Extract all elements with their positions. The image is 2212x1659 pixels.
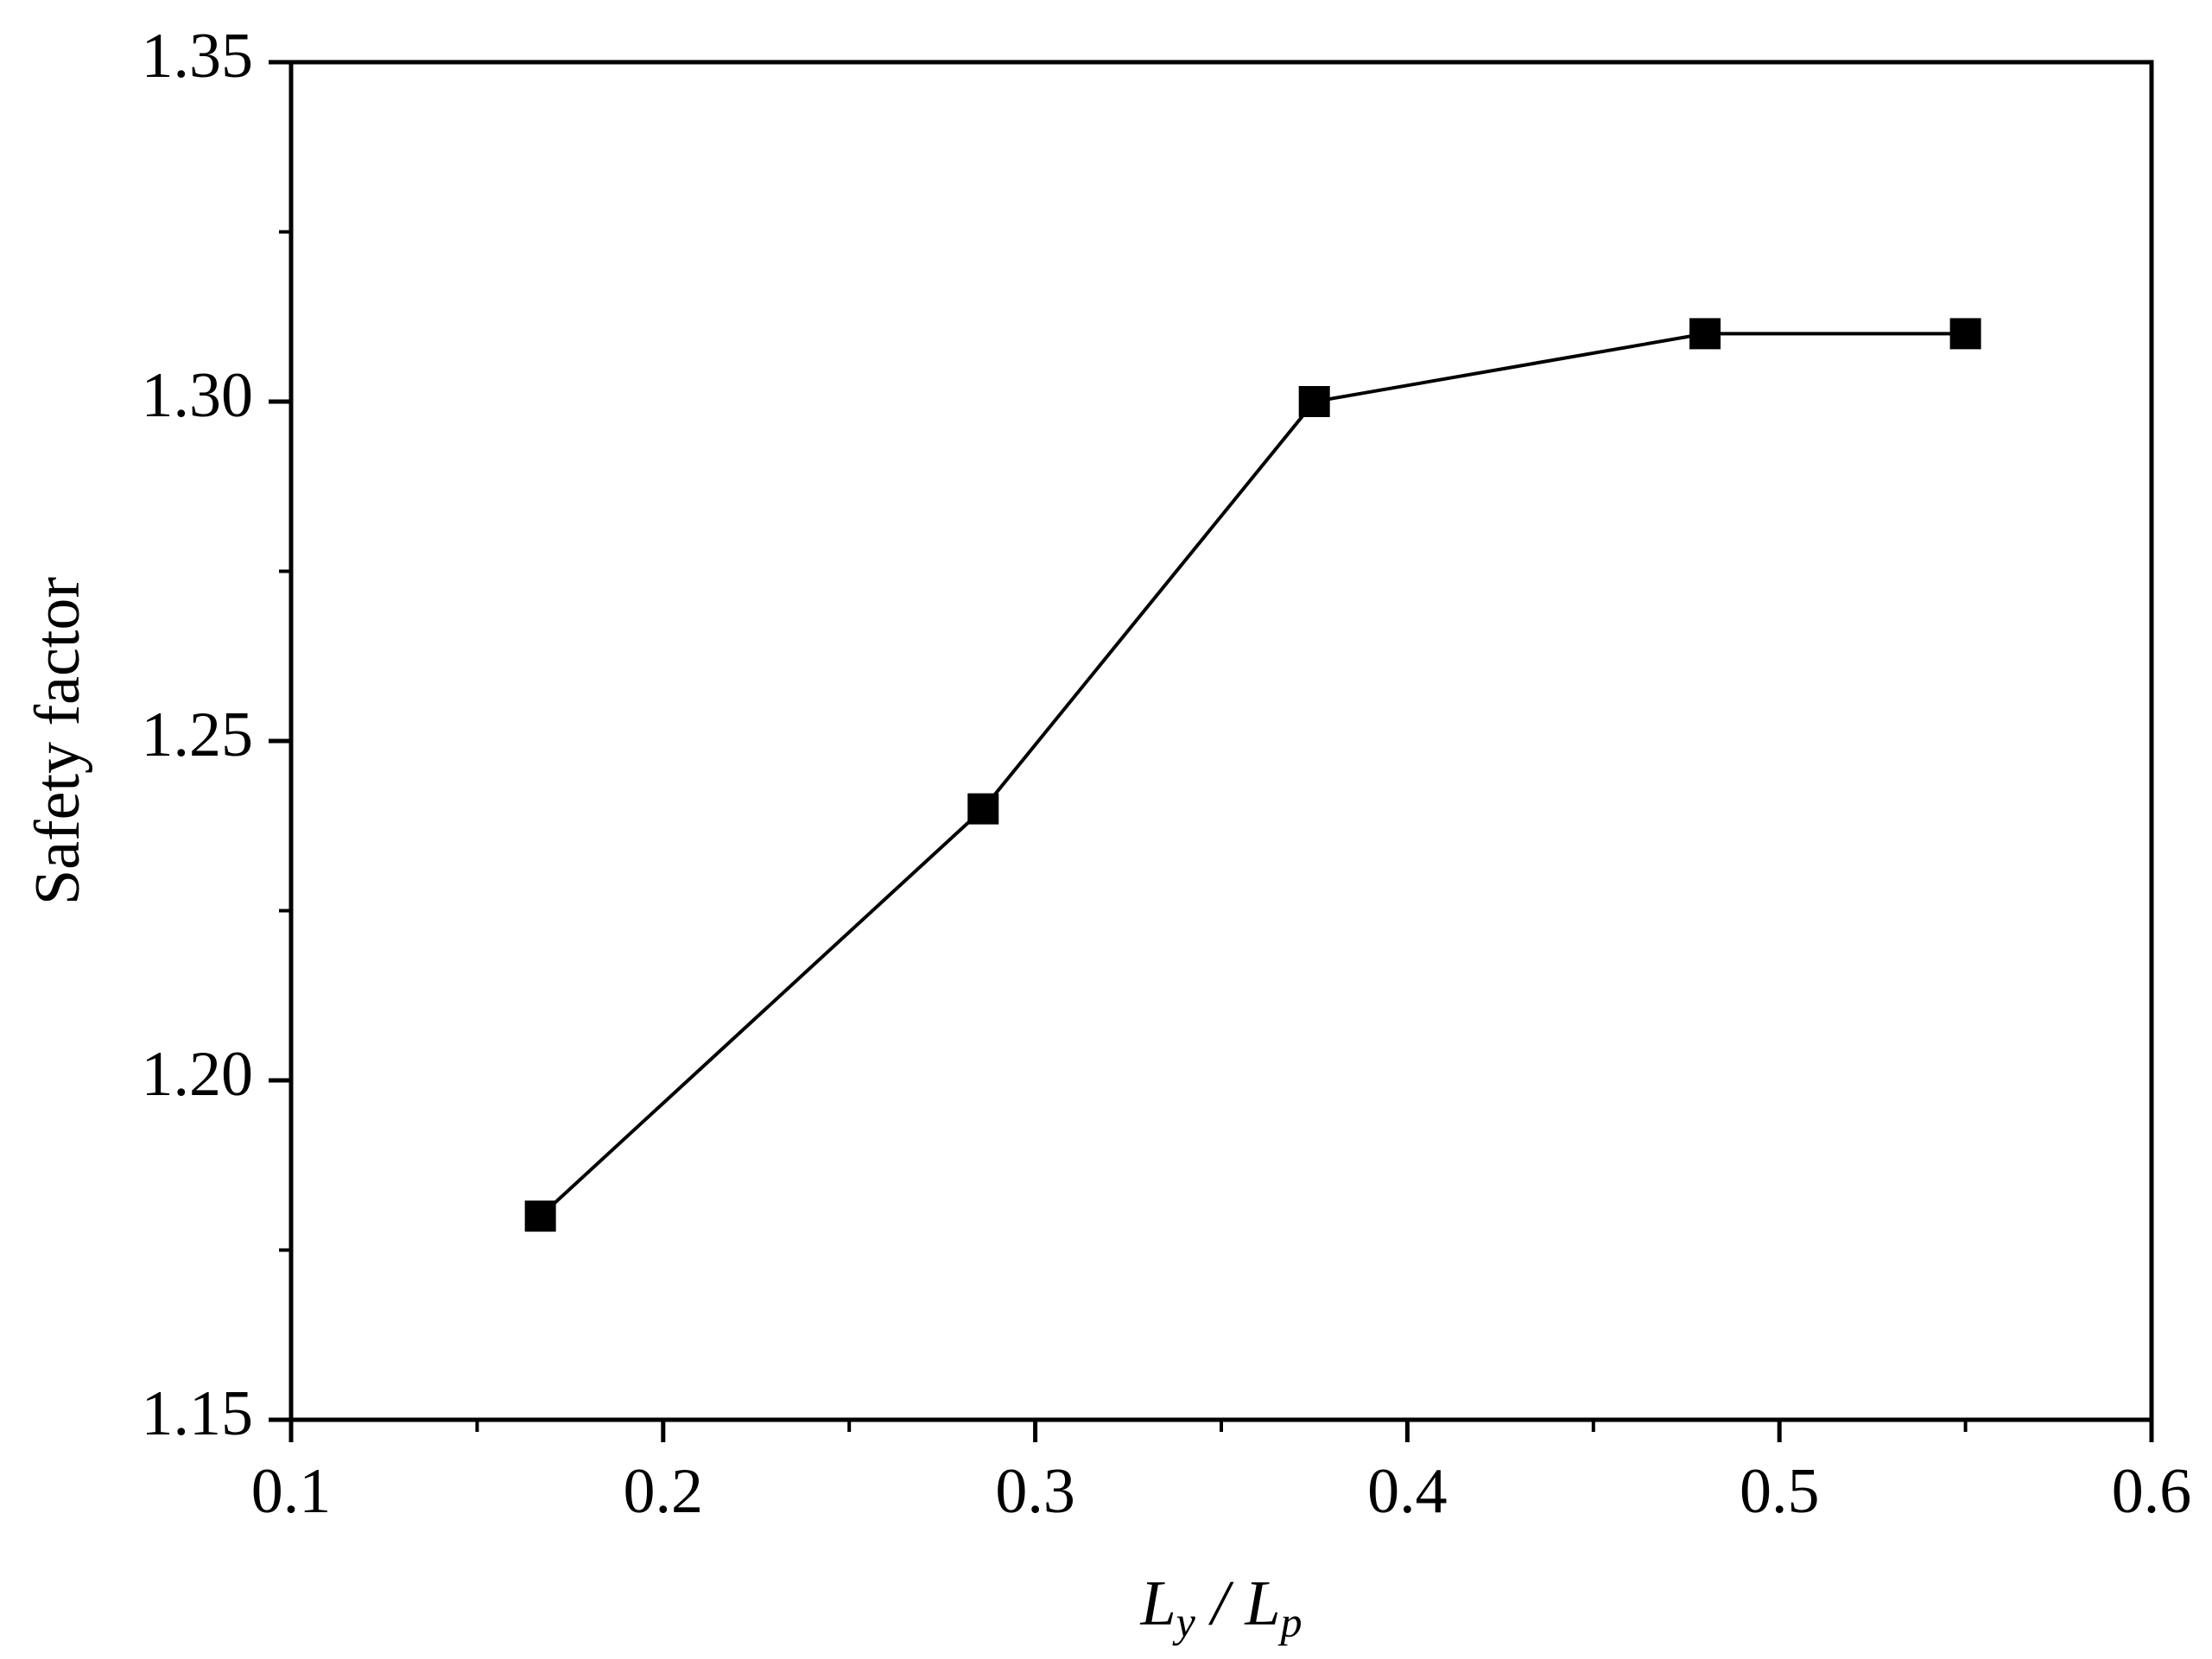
x-tick-label: 0.1 — [251, 1456, 332, 1527]
y-tick-label: 1.15 — [142, 1378, 254, 1449]
plot-frame — [288, 60, 2154, 1422]
x-tick-label: 0.6 — [2112, 1456, 2192, 1527]
y-axis-label: Safety factor — [22, 577, 93, 905]
data-marker — [524, 1200, 556, 1232]
data-marker — [1298, 386, 1330, 417]
x-label-part: / L — [1195, 1568, 1281, 1639]
x-label-part: L — [1139, 1568, 1176, 1639]
data-marker — [1689, 318, 1721, 350]
data-marker — [967, 793, 999, 825]
data-line — [539, 332, 1966, 1218]
x-tick-label: 0.2 — [624, 1456, 704, 1527]
x-tick-label: 0.5 — [1740, 1456, 1820, 1527]
x-label-sub: p — [1278, 1598, 1302, 1646]
x-tick-label: 0.3 — [995, 1456, 1075, 1527]
data-marker — [1949, 318, 1981, 350]
x-axis-label: Ly / Lp — [1139, 1568, 1302, 1646]
y-tick-label: 1.30 — [142, 360, 254, 431]
y-tick-label: 1.20 — [142, 1039, 254, 1110]
y-tick-label: 1.25 — [142, 700, 254, 770]
x-label-sub: y — [1172, 1598, 1196, 1646]
y-tick-label: 1.35 — [142, 21, 254, 92]
x-tick-label: 0.4 — [1367, 1456, 1448, 1527]
